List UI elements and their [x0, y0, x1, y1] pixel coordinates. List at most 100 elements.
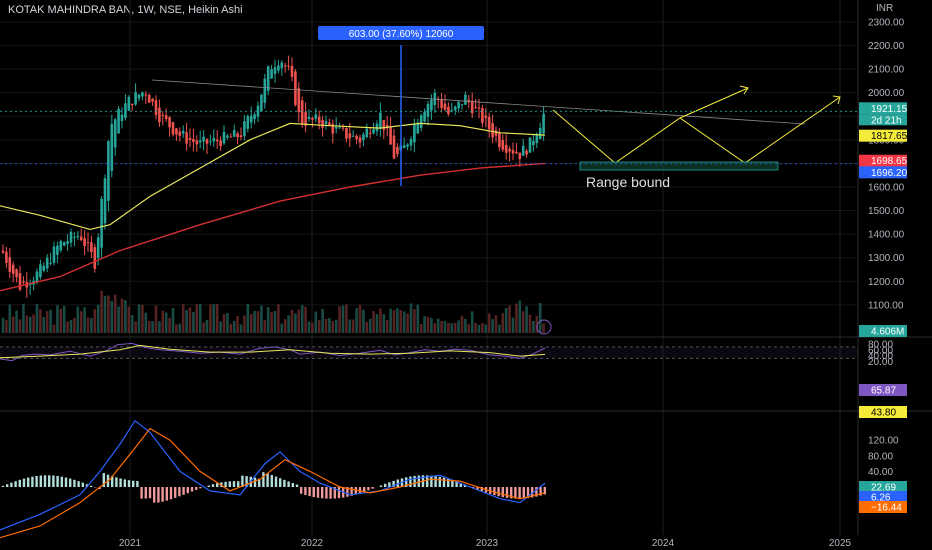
- volume-bar: [249, 314, 253, 333]
- volume-bar: [521, 311, 525, 333]
- price-tick-label: 2200.00: [868, 41, 905, 52]
- candle-body: [419, 115, 423, 128]
- macd-histogram-bar: [287, 481, 290, 487]
- macd-histogram-bar: [237, 481, 240, 487]
- macd-histogram-bar: [77, 481, 80, 487]
- rsi-band: [0, 346, 858, 359]
- volume-bar: [124, 300, 127, 333]
- volume-bar: [42, 317, 46, 333]
- macd-histogram-bar: [69, 478, 72, 487]
- volume-bar: [205, 319, 209, 333]
- macd-histogram-bar: [447, 478, 450, 487]
- volume-bar: [232, 320, 236, 333]
- candle-body: [120, 114, 124, 122]
- volume-bar: [45, 311, 49, 333]
- volume-bar: [103, 295, 107, 333]
- volume-bar: [69, 319, 73, 333]
- volume-bar: [440, 320, 443, 333]
- candle-body: [453, 106, 457, 111]
- candle-body: [171, 122, 175, 135]
- volume-bar: [219, 321, 222, 333]
- volume-bar: [535, 315, 539, 333]
- macd-histogram-bar: [123, 479, 126, 487]
- macd-histogram-bar: [417, 475, 420, 487]
- macd-histogram-bar: [358, 487, 362, 494]
- macd-histogram-bar: [228, 481, 231, 487]
- candle-body: [229, 136, 233, 138]
- candle-body: [18, 273, 22, 290]
- volume-bar: [185, 310, 188, 333]
- candle-body: [287, 65, 290, 67]
- macd-signal-line: [0, 427, 546, 539]
- volume-bar: [481, 322, 484, 333]
- candle-body: [358, 137, 362, 143]
- candle-body: [253, 114, 256, 120]
- macd-histogram-bar: [262, 472, 265, 487]
- macd-histogram-bar: [300, 487, 303, 494]
- volume-bar: [137, 304, 141, 333]
- volume-bar: [141, 304, 144, 333]
- macd-histogram-bar: [531, 487, 534, 498]
- macd-histogram-bar: [241, 475, 244, 487]
- candle-body: [460, 104, 464, 106]
- candle-body: [331, 123, 335, 134]
- candle-body: [243, 121, 246, 137]
- macd-histogram-bar: [81, 482, 84, 487]
- volume-bar: [382, 314, 386, 333]
- rsi-value-tag: 65.87: [871, 386, 896, 397]
- candle-body: [413, 124, 416, 143]
- ma50-line: [0, 122, 546, 231]
- volume-bar: [266, 307, 270, 333]
- volume-bar: [365, 321, 369, 333]
- ma50-tag: 1817.65: [871, 131, 908, 142]
- candle-body: [158, 107, 161, 123]
- volume-bar: [487, 313, 491, 333]
- rsi-tick-label: 20.00: [868, 357, 893, 368]
- candle-body: [348, 133, 352, 139]
- arrowhead: [832, 95, 841, 105]
- volume-bar: [130, 315, 134, 333]
- volume-bar: [96, 304, 100, 333]
- volume-bar: [324, 318, 328, 333]
- macd-histogram-bar: [388, 482, 391, 487]
- candle-body: [202, 136, 205, 142]
- macd-histogram-bar: [291, 483, 294, 487]
- volume-bar: [385, 319, 389, 333]
- volume-bar: [154, 305, 158, 333]
- volume-bar: [328, 317, 331, 333]
- candle-body: [22, 281, 25, 283]
- ma200-line: [0, 162, 546, 292]
- candle-body: [69, 231, 73, 243]
- macd-histogram-bar: [543, 487, 546, 495]
- candle-body: [372, 129, 375, 134]
- macd-histogram-bar: [115, 477, 118, 487]
- volume-bar: [15, 310, 18, 333]
- candle-body: [532, 140, 535, 146]
- macd-histogram-bar: [224, 481, 227, 487]
- macd-histogram-bar: [346, 487, 349, 497]
- macd-histogram-bar: [295, 484, 299, 487]
- macd-histogram-bar: [186, 487, 189, 494]
- volume-bar: [331, 320, 335, 333]
- price-tick-label: 2000.00: [868, 88, 905, 99]
- macd-tick-label: 120.00: [868, 436, 899, 447]
- macd-histogram-bar: [22, 478, 26, 487]
- candle-body: [406, 144, 409, 147]
- macd-histogram-bar: [308, 487, 311, 497]
- candle-body: [270, 69, 273, 79]
- macd-histogram-bar: [56, 476, 59, 487]
- volume-bar: [290, 309, 294, 333]
- volume-bar: [494, 315, 498, 333]
- time-tick-label: 2022: [301, 538, 324, 549]
- candle-body: [515, 151, 518, 154]
- macd-histogram-bar: [144, 487, 147, 499]
- macd-histogram-bar: [522, 487, 525, 499]
- macd-histogram-bar: [279, 478, 282, 487]
- candle-body: [351, 135, 355, 137]
- candle-body: [382, 120, 386, 130]
- macd-value-tag-bg: [859, 491, 907, 503]
- macd-histogram-bar: [31, 476, 34, 487]
- volume-bar: [39, 309, 42, 333]
- last-price-tag-bg: [859, 102, 907, 115]
